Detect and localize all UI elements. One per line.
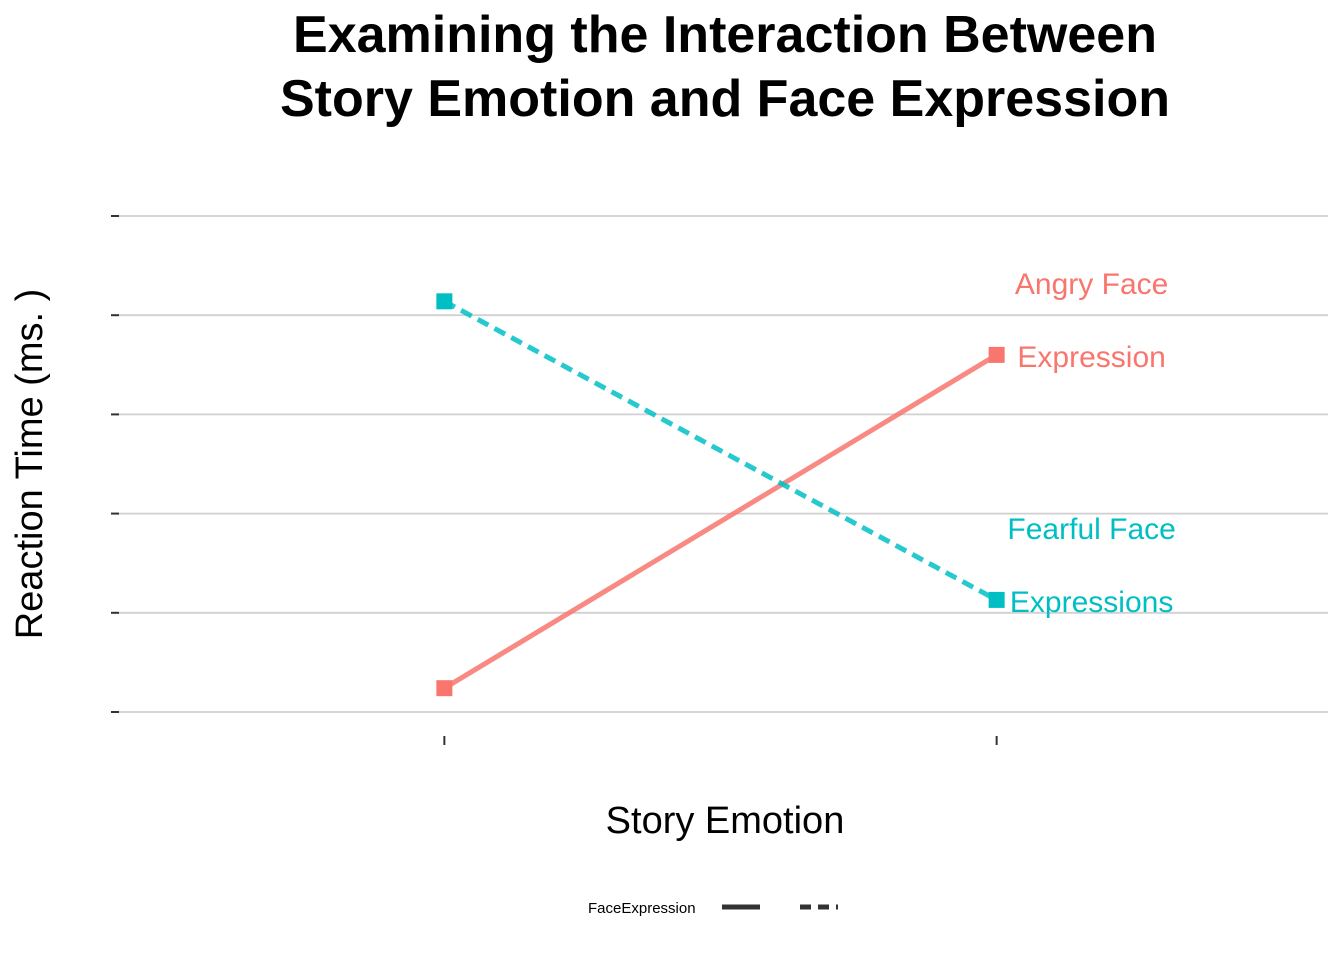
x-axis-label: Story Emotion [606,800,845,842]
data-point-fearful [988,591,1005,608]
series-annotation-fearful: Fearful Face [1007,513,1175,546]
series-annotations: Angry Face Expression Fearful Face Expressi… [1007,268,1175,619]
y-axis-label: Reaction Time (ms. ) [9,289,51,640]
chart-title-line-1: Examining the Interaction Between [293,6,1157,64]
series-annotation-fearful: Expressions [1010,586,1173,619]
legend: FaceExpression [588,900,838,917]
series-line-angry [443,352,998,691]
series-line-fearful [443,299,998,603]
data-point-fearful [436,293,453,310]
chart-title-line-2: Story Emotion and Face Expression [280,70,1170,128]
data-point-angry [988,346,1005,363]
series-annotation-angry: Angry Face [1015,268,1168,301]
gridlines [111,215,1328,745]
series-lines [436,293,1005,697]
data-point-angry [436,680,453,697]
legend-title: FaceExpression [588,900,696,917]
series-annotation-angry: Expression [1017,341,1165,374]
